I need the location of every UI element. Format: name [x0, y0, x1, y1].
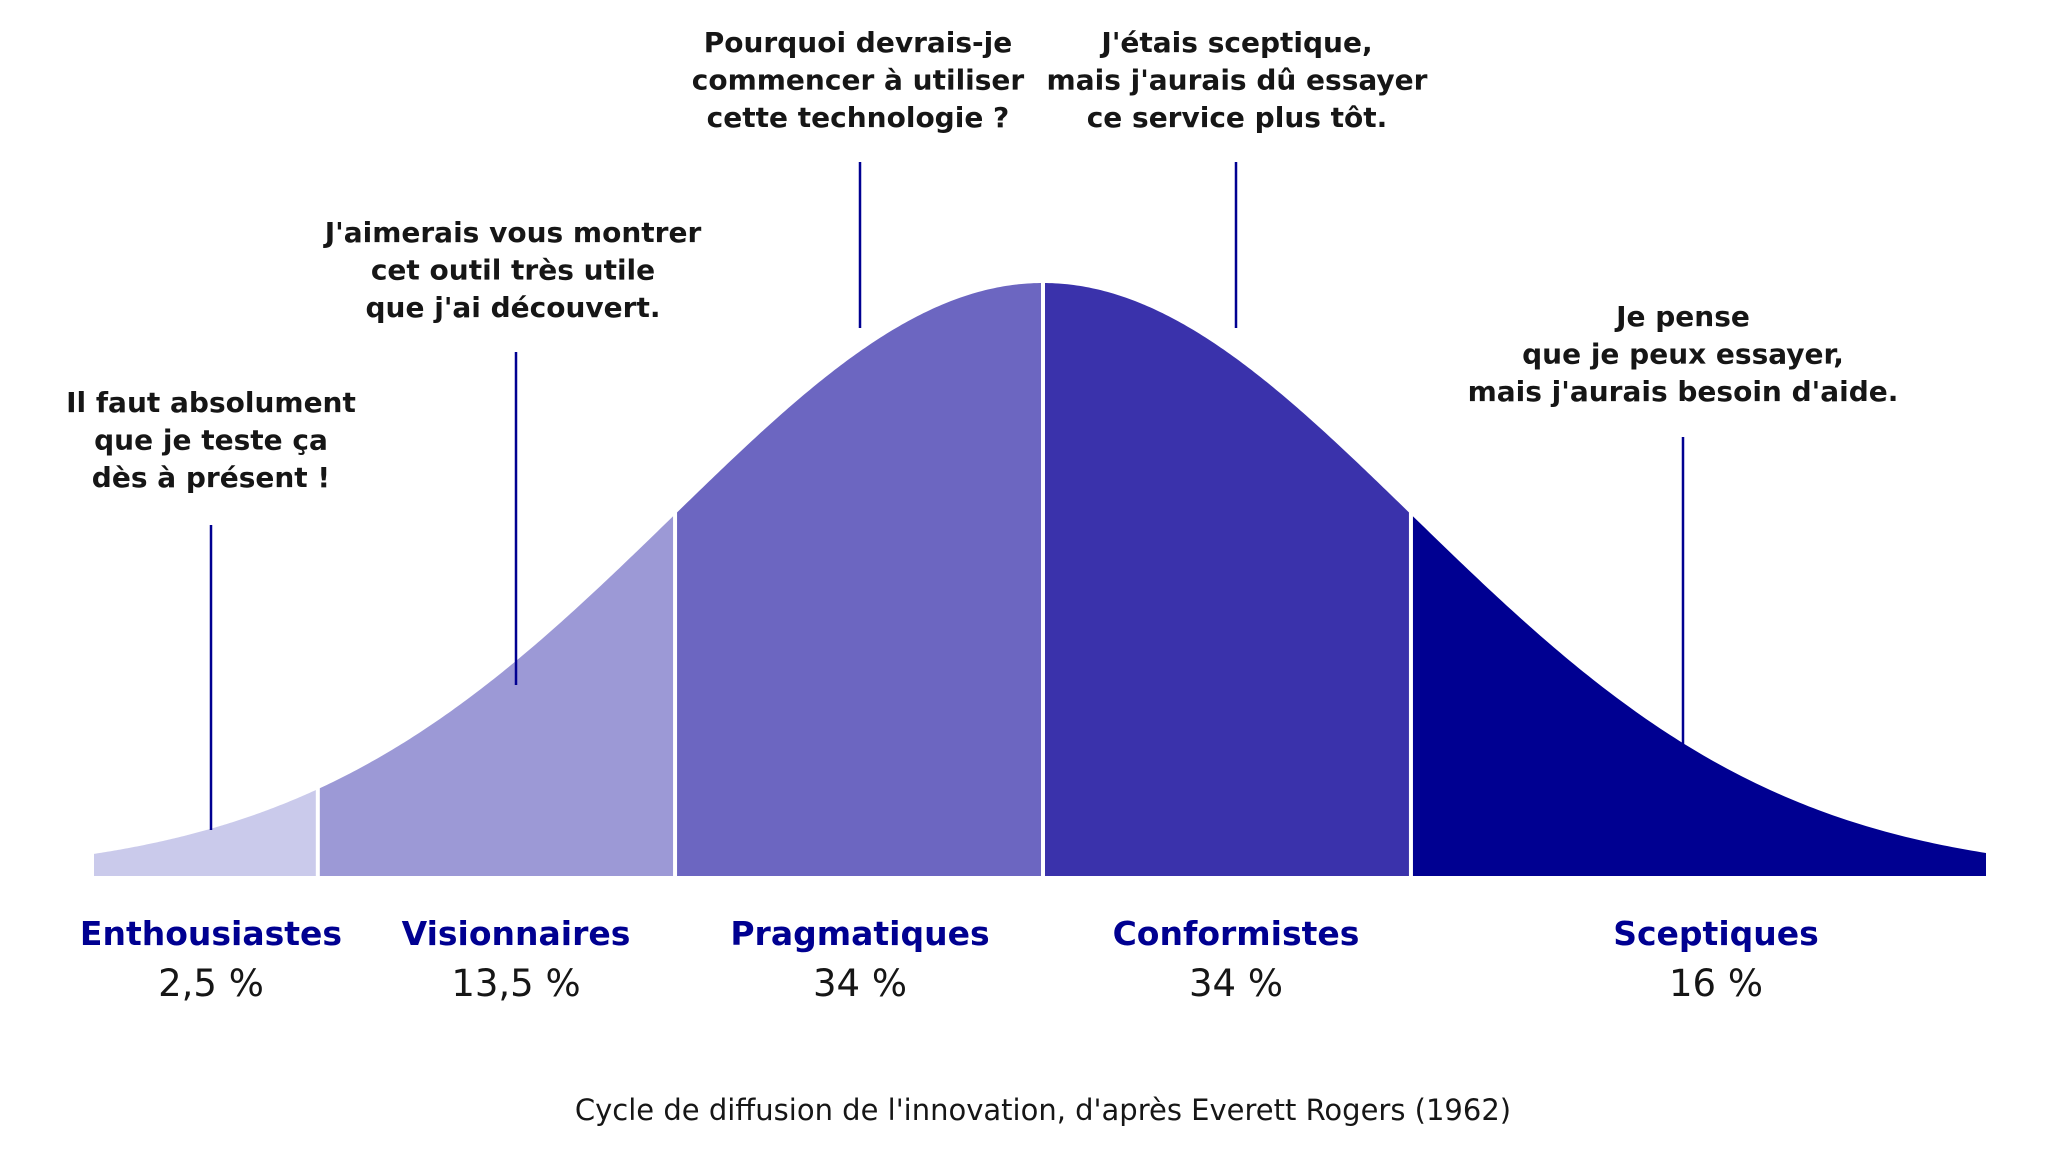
category-percent-sceptiques: 16 % [1669, 962, 1763, 1005]
category-name-visionnaires: Visionnaires [402, 914, 631, 953]
quote-line: cette technologie ? [707, 101, 1010, 134]
quote-line: Je pense [1614, 300, 1750, 333]
area-sceptiques [1410, 514, 1986, 876]
category-percent-pragmatiques: 34 % [813, 962, 907, 1005]
category-name-conformistes: Conformistes [1113, 914, 1360, 953]
area-conformistes [1043, 283, 1411, 876]
category-name-enthousiastes: Enthousiastes [80, 914, 342, 953]
quote-line: dès à présent ! [92, 461, 330, 494]
quote-line: que je peux essayer, [1522, 338, 1844, 371]
quote-line: J'aimerais vous montrer [323, 216, 702, 249]
quotes: Il faut absolument que je teste ça dès à p… [66, 26, 1898, 494]
quote-line: que j'ai découvert. [366, 291, 661, 324]
quote-line: ce service plus tôt. [1087, 101, 1388, 134]
quote-line: commencer à utiliser [692, 64, 1025, 97]
category-percent-visionnaires: 13,5 % [451, 962, 580, 1005]
area-pragmatiques [675, 283, 1043, 876]
quote-line: cet outil très utile [371, 254, 655, 287]
area-visionnaires [317, 514, 676, 876]
leader-lines [209, 162, 1685, 830]
category-percent-conformistes: 34 % [1189, 962, 1283, 1005]
category-name-pragmatiques: Pragmatiques [730, 914, 989, 953]
quote-pragmatiques: Pourquoi devrais-je commencer à utiliser c… [692, 26, 1025, 134]
quote-conformistes: J'étais sceptique, mais j'aurais dû essay… [1047, 26, 1428, 134]
quote-sceptiques: Je pense que je peux essayer, mais j'aurai… [1468, 300, 1899, 408]
quote-line: Il faut absolument [66, 386, 356, 419]
quote-line: Pourquoi devrais-je [704, 26, 1013, 59]
category-labels: Enthousiastes 2,5 % Visionnaires 13,5 % Prag… [80, 914, 1819, 1005]
category-percent-enthousiastes: 2,5 % [158, 962, 264, 1005]
area-enthousiastes [94, 789, 318, 876]
quote-enthousiastes: Il faut absolument que je teste ça dès à p… [66, 386, 356, 494]
chart-caption: Cycle de diffusion de l'innovation, d'ap… [575, 1093, 1511, 1127]
quote-line: mais j'aurais besoin d'aide. [1468, 375, 1899, 408]
curve-areas [94, 281, 1986, 877]
category-name-sceptiques: Sceptiques [1613, 914, 1819, 953]
quote-visionnaires: J'aimerais vous montrer cet outil très ut… [323, 216, 702, 324]
quote-line: que je teste ça [94, 424, 328, 457]
quote-line: J'étais sceptique, [1099, 26, 1372, 59]
quote-line: mais j'aurais dû essayer [1047, 64, 1428, 97]
